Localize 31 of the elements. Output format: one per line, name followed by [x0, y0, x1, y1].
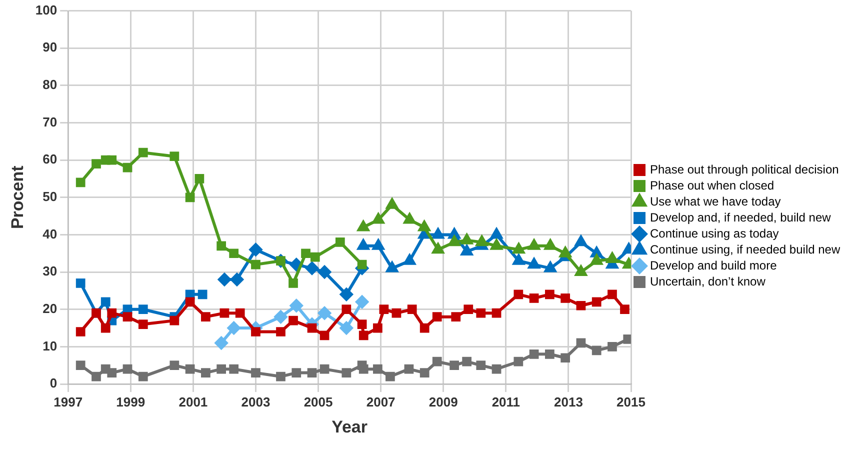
y-tick-label: 90 [42, 40, 58, 55]
legend-label: Uncertain, don’t know [650, 274, 766, 288]
x-tick-label: 2015 [616, 394, 646, 410]
y-tick-label: 70 [42, 114, 58, 130]
x-tick-label: 2007 [366, 394, 396, 410]
x-tick-label: 1999 [116, 394, 146, 410]
legend-label: Continue using as today [650, 226, 779, 240]
x-tick-label: 2005 [304, 394, 333, 410]
y-tick-label: 0 [50, 376, 58, 391]
x-tick-label: 2013 [554, 394, 583, 410]
legend-label: Phase out through political decision [650, 162, 839, 176]
y-tick-label: 30 [42, 264, 58, 279]
y-tick-label: 50 [42, 188, 58, 204]
y-tick-label: 20 [42, 300, 58, 316]
y-tick-label: 40 [42, 226, 58, 242]
x-tick-label: 2001 [178, 394, 208, 410]
y-tick-label: 80 [42, 77, 58, 92]
x-tick-label: 2003 [241, 394, 270, 410]
x-tick-label: 2009 [428, 394, 458, 410]
legend-label: Develop and, if needed, build new [650, 210, 832, 224]
x-axis-title: Year [332, 417, 368, 436]
legend-label: Phase out when closed [650, 178, 774, 192]
y-tick-label: 60 [42, 152, 58, 167]
y-axis-title: Procent [8, 165, 27, 230]
legend-label: Use what we have today [650, 194, 781, 208]
legend-label: Develop and build more [650, 258, 778, 272]
y-tick-label: 100 [35, 2, 58, 18]
y-tick-label: 10 [42, 338, 58, 354]
legend-label: Continue using, if needed build new [650, 242, 840, 256]
x-tick-label: 1997 [54, 394, 83, 410]
x-tick-label: 2011 [492, 394, 520, 410]
